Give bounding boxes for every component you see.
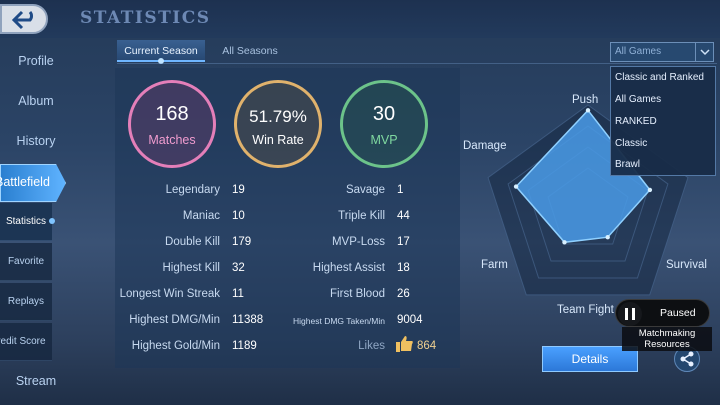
stat-label-triple-kill: Triple Kill xyxy=(338,210,385,222)
mvp-value: 30 xyxy=(372,103,396,125)
game-mode-select[interactable]: All Games xyxy=(610,42,714,62)
stat-value-highest-assist: 18 xyxy=(397,262,410,274)
mvp-badge: 30 MVP xyxy=(340,80,428,168)
paused-indicator[interactable]: Paused xyxy=(615,299,710,327)
game-mode-selected: All Games xyxy=(615,46,662,57)
radar-point-team-fight xyxy=(605,235,610,240)
thumbs-up-icon[interactable] xyxy=(396,336,413,352)
sidebar-subitem-label: Statistics xyxy=(5,216,46,227)
radar-point-farm xyxy=(562,240,567,245)
stat-label-mvp-loss: MVP-Loss xyxy=(331,236,385,248)
sidebar-item-battlefield[interactable]: Battlefield xyxy=(0,164,66,202)
option-classic[interactable]: Classic xyxy=(615,138,648,149)
active-tab-indicator xyxy=(158,58,164,64)
radar-label-push: Push xyxy=(572,94,599,106)
radar-area xyxy=(515,109,651,244)
sidebar-item-profile[interactable]: Profile xyxy=(18,54,54,68)
stat-value-highest-kill: 32 xyxy=(232,262,245,274)
tab-all-seasons[interactable]: All Seasons xyxy=(222,45,278,57)
matches-badge: 168 Matches xyxy=(128,80,216,168)
radar-label-farm: Farm xyxy=(481,259,508,271)
stat-value-savage: 1 xyxy=(397,184,404,196)
pause-icon xyxy=(618,302,642,326)
radar-label-team-fight: Team Fight xyxy=(557,304,614,316)
radar-point-damage xyxy=(513,184,519,189)
stat-value-maniac: 10 xyxy=(232,210,245,222)
sidebar-subitem-statistics[interactable]: Statistics xyxy=(0,203,55,241)
radar-label-survival: Survival xyxy=(666,259,707,271)
page-title: STATISTICS xyxy=(80,8,211,28)
sidebar-item-label: Battlefield xyxy=(0,175,50,189)
stat-label-double-kill: Double Kill xyxy=(165,236,220,248)
matchmaking-resources-label: Matchmaking Resources xyxy=(622,327,712,351)
tab-current-season[interactable]: Current Season xyxy=(117,40,205,64)
stat-value-first-blood: 26 xyxy=(397,288,410,300)
stat-label-longest-win-streak: Longest Win Streak xyxy=(119,288,220,300)
chevron-down-icon xyxy=(695,43,713,61)
stat-label-highest-kill: Highest Kill xyxy=(162,262,220,274)
active-indicator xyxy=(49,218,55,224)
stat-label-maniac: Maniac xyxy=(182,210,220,222)
stat-value-highest-dmg-taken-min: 9004 xyxy=(397,314,423,326)
back-button[interactable] xyxy=(0,4,48,34)
sidebar-item-history[interactable]: History xyxy=(16,134,56,148)
win-rate-value: 51.79% xyxy=(249,107,307,126)
back-arrow-icon xyxy=(12,10,33,30)
tab-label: Current Season xyxy=(124,45,198,57)
stat-label-highest-gold-min: Highest Gold/Min xyxy=(131,340,220,352)
paused-label: Paused xyxy=(660,307,696,319)
option-classic-and-ranked[interactable]: Classic and Ranked xyxy=(615,72,704,83)
sidebar-subitem-favorite[interactable]: Favorite xyxy=(0,243,52,281)
option-all-games[interactable]: All Games xyxy=(615,94,662,105)
mvp-label: MVP xyxy=(370,133,398,147)
stat-value-highest-gold-min: 1189 xyxy=(232,340,257,352)
matches-value: 168 xyxy=(155,103,189,125)
option-brawl[interactable]: Brawl xyxy=(615,159,641,170)
radar-point-push xyxy=(585,108,591,113)
stat-value-triple-kill: 44 xyxy=(397,210,410,222)
radar-label-damage: Damage xyxy=(463,140,507,152)
radar-point-survival xyxy=(647,187,653,193)
stat-label-highest-dmg-taken-min: Highest DMG Taken/Min xyxy=(293,316,385,326)
stat-value-highest-dmg-min: 11388 xyxy=(232,314,264,326)
win-rate-badge: 51.79% Win Rate xyxy=(234,80,322,168)
stat-label-likes: Likes xyxy=(358,340,385,352)
top-bar: STATISTICS xyxy=(0,0,720,38)
stat-value-mvp-loss: 17 xyxy=(397,236,410,248)
sidebar-subitem-credit-score[interactable]: Credit Score xyxy=(0,323,52,361)
share-icon xyxy=(680,351,694,367)
tab-divider xyxy=(117,63,717,64)
sidebar-subitem-replays[interactable]: Replays xyxy=(0,283,52,321)
stat-label-legendary: Legendary xyxy=(165,184,220,196)
stat-value-longest-win-streak: 11 xyxy=(232,288,244,300)
stat-value-likes: 864 xyxy=(417,340,437,352)
stat-value-double-kill: 179 xyxy=(232,236,252,248)
game-mode-options: Classic and Ranked All Games RANKED Clas… xyxy=(610,66,716,176)
sidebar-item-stream[interactable]: Stream xyxy=(15,374,57,388)
stat-label-highest-dmg-min: Highest DMG/Min xyxy=(129,314,220,326)
stat-label-highest-assist: Highest Assist xyxy=(312,262,385,274)
stat-value-legendary: 19 xyxy=(232,184,245,196)
sidebar-item-album[interactable]: Album xyxy=(18,94,54,108)
stat-label-first-blood: First Blood xyxy=(330,288,385,300)
stat-label-savage: Savage xyxy=(345,184,385,196)
matches-label: Matches xyxy=(148,133,196,147)
win-rate-label: Win Rate xyxy=(252,133,304,147)
option-ranked[interactable]: RANKED xyxy=(615,116,657,127)
